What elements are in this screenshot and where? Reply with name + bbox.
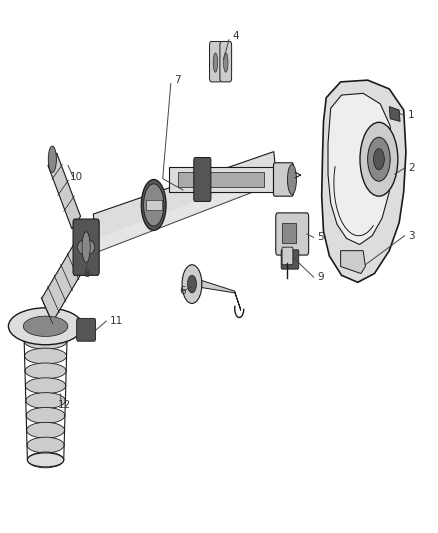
Text: 6: 6 [179,286,186,296]
Ellipse shape [141,180,166,230]
Ellipse shape [25,378,66,394]
Ellipse shape [27,422,64,438]
Circle shape [187,275,197,293]
Text: 4: 4 [233,31,239,41]
Text: 12: 12 [58,400,71,410]
Ellipse shape [78,239,95,255]
Ellipse shape [24,333,67,349]
Circle shape [360,123,398,196]
Polygon shape [202,280,240,310]
Circle shape [182,265,202,303]
Text: 3: 3 [408,231,415,241]
FancyBboxPatch shape [77,318,95,341]
Ellipse shape [28,452,64,468]
FancyBboxPatch shape [220,42,232,82]
Ellipse shape [25,348,67,364]
FancyBboxPatch shape [276,213,309,255]
Ellipse shape [82,232,90,263]
Circle shape [367,138,390,181]
Ellipse shape [26,393,65,408]
Ellipse shape [213,53,218,72]
Ellipse shape [28,453,64,467]
Polygon shape [93,151,277,252]
FancyBboxPatch shape [209,42,221,82]
Ellipse shape [25,363,66,379]
Text: 2: 2 [408,163,415,173]
FancyBboxPatch shape [73,219,99,275]
Text: 5: 5 [317,232,324,243]
Polygon shape [170,167,273,192]
Ellipse shape [48,146,57,173]
FancyBboxPatch shape [273,163,293,196]
Circle shape [374,149,384,170]
Ellipse shape [27,437,64,453]
Text: 10: 10 [70,172,83,182]
Text: 11: 11 [110,316,123,326]
Text: 7: 7 [174,75,180,85]
Ellipse shape [23,316,68,336]
Polygon shape [42,232,92,322]
Text: 8: 8 [83,269,90,279]
Ellipse shape [26,408,65,423]
Polygon shape [341,251,365,273]
Polygon shape [48,153,81,229]
Text: 1: 1 [408,110,415,120]
Polygon shape [178,172,264,188]
FancyBboxPatch shape [282,223,296,243]
FancyBboxPatch shape [282,247,293,265]
Polygon shape [95,172,277,252]
Ellipse shape [287,165,297,195]
Polygon shape [321,80,406,282]
FancyBboxPatch shape [281,250,299,269]
Ellipse shape [8,308,83,345]
Ellipse shape [144,184,164,226]
Polygon shape [328,93,392,245]
Text: 9: 9 [317,272,324,282]
Polygon shape [145,200,162,210]
Polygon shape [389,107,400,122]
Ellipse shape [223,53,228,72]
FancyBboxPatch shape [194,157,211,201]
